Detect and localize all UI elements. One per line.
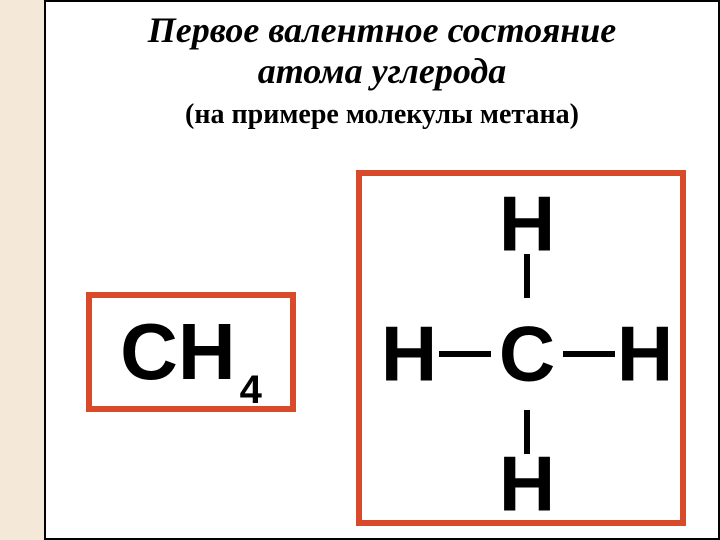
formula-base: CH xyxy=(120,307,236,396)
subtitle: (на примере молекулы метана) xyxy=(46,99,718,131)
slide-frame: Первое валентное состояние атома углерод… xyxy=(44,0,720,540)
title: Первое валентное состояние атома углерод… xyxy=(46,2,718,93)
atom-left: H xyxy=(381,309,437,400)
molecular-formula-box: CH4 xyxy=(86,292,296,412)
bond-bottom xyxy=(524,410,530,454)
structural-formula-box: C H H H H xyxy=(356,170,686,526)
bond-left xyxy=(439,351,491,357)
molecular-formula: CH4 xyxy=(120,306,262,398)
side-strip xyxy=(0,0,44,540)
title-line2: атома углерода xyxy=(46,51,718,92)
title-line1: Первое валентное состояние xyxy=(46,10,718,51)
bond-right xyxy=(563,351,615,357)
bond-top xyxy=(524,254,530,298)
formula-subscript: 4 xyxy=(240,368,262,412)
atom-right: H xyxy=(617,309,673,400)
atom-center: C xyxy=(499,309,555,400)
